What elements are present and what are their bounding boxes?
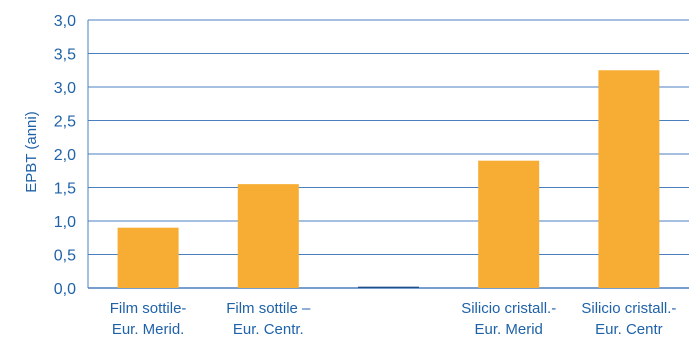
- bar: [598, 70, 660, 288]
- x-category-label: Eur. Centr.: [233, 321, 304, 338]
- x-category-label: Eur. Centr: [595, 321, 663, 338]
- y-tick-label: 3,0: [54, 13, 76, 30]
- bar: [478, 160, 540, 288]
- y-tick-label: 1,5: [54, 181, 76, 198]
- y-tick-label: 2,0: [54, 147, 76, 164]
- bar: [117, 227, 179, 288]
- bars: [117, 70, 660, 288]
- y-tick-label: 0,5: [54, 248, 76, 265]
- y-tick-label: 1,0: [54, 214, 76, 231]
- x-category-label: Silicio cristall.-: [581, 300, 676, 317]
- y-tick-label: 3,5: [54, 47, 76, 64]
- x-category-label: Silicio cristall.-: [461, 300, 556, 317]
- bar: [237, 184, 299, 288]
- y-tick-label: 0,0: [54, 281, 76, 298]
- y-axis-label: EPBT (anni): [23, 111, 40, 192]
- y-tick-label: 2,5: [54, 114, 76, 131]
- y-tick-label: 3,0: [54, 80, 76, 97]
- x-category-label: Film sottile –: [226, 300, 311, 317]
- x-axis-categories: Film sottile- Eur. Merid. Film sottile – Eu…: [110, 300, 677, 338]
- x-category-label: Eur. Merid: [475, 321, 543, 338]
- x-category-label: Film sottile-: [110, 300, 187, 317]
- bar: [358, 286, 419, 288]
- y-axis-ticks: 0,0 0,5 1,0 1,5 2,0 2,5 3,0 3,5 3,0: [54, 13, 76, 298]
- x-category-label: Eur. Merid.: [112, 321, 185, 338]
- grid-lines: [87, 19, 689, 289]
